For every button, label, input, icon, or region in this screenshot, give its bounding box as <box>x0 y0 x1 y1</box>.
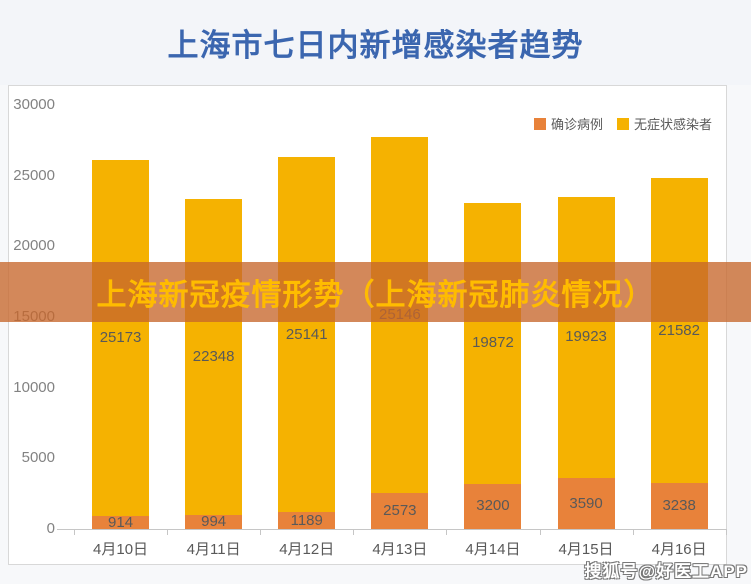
x-axis-label: 4月14日 <box>465 541 521 558</box>
x-axis-tick <box>74 529 75 535</box>
bar-segment-confirmed <box>278 512 336 529</box>
x-axis-label: 4月11日 <box>186 541 241 558</box>
bar-value-label: 3238 <box>662 497 696 515</box>
bar-segment-confirmed <box>92 516 150 529</box>
x-axis-tick <box>725 529 727 535</box>
bar-segment-confirmed <box>650 483 708 529</box>
legend-swatch-icon <box>533 117 546 130</box>
page-title-bar: 上海市七日内新增感染者趋势 <box>0 0 751 85</box>
legend-item: 无症状感染者 <box>616 114 712 133</box>
page-title: 上海市七日内新增感染者趋势 <box>167 28 584 63</box>
bar-value-label: 22348 <box>192 348 235 366</box>
x-axis-label: 4月10日 <box>93 541 149 558</box>
legend-item: 确诊病例 <box>533 114 603 133</box>
bar-segment-asymptomatic <box>92 160 150 517</box>
bar-value-label: 19872 <box>472 334 514 352</box>
overlay-banner-text: 上海新冠疫情形势（上海新冠肺炎情况） <box>96 279 655 312</box>
x-axis-label: 4月16日 <box>651 541 707 558</box>
bar-value-label: 25141 <box>285 325 328 343</box>
y-axis-label: 0 <box>46 520 55 537</box>
watermark-text: 搜狐号@好医工APP <box>584 562 748 581</box>
bar-segment-asymptomatic <box>185 199 243 515</box>
x-axis-tick <box>632 529 634 535</box>
x-axis-label: 4月15日 <box>558 541 614 558</box>
y-axis-label: 30000 <box>13 96 55 113</box>
x-axis-tick <box>446 529 448 535</box>
legend: 确诊病例 无症状感染者 <box>533 114 712 133</box>
bar-value-label: 25173 <box>99 329 142 347</box>
bar-value-label: 2573 <box>383 501 417 519</box>
bar-segment-asymptomatic <box>278 156 336 513</box>
x-axis-tick <box>260 529 262 535</box>
plot-area: 050001000015000200002500030000914251734月… <box>9 86 727 564</box>
overlay-banner: 上海新冠疫情形势（上海新冠肺炎情况） <box>0 262 751 322</box>
bar-segment-asymptomatic <box>650 178 708 484</box>
y-axis-label: 20000 <box>13 237 55 255</box>
bar-segment-confirmed <box>464 483 522 529</box>
bar-segment-asymptomatic <box>464 202 522 484</box>
x-axis-tick <box>353 529 355 535</box>
legend-label: 无症状感染者 <box>633 117 712 132</box>
bar-segment-asymptomatic <box>557 196 615 479</box>
bar-value-label: 3590 <box>569 494 603 512</box>
x-axis-tick <box>539 529 541 535</box>
bar-value-label: 3200 <box>476 497 510 515</box>
bar-segment-confirmed <box>185 514 243 529</box>
bar-segment-confirmed <box>371 492 429 529</box>
x-axis-label: 4月12日 <box>279 541 335 558</box>
bar-value-label: 1189 <box>290 511 323 529</box>
bar-value-label: 19923 <box>565 328 607 346</box>
x-axis-line <box>57 529 726 530</box>
bar-segment-confirmed <box>557 478 615 529</box>
bar-value-label: 914 <box>108 513 134 531</box>
y-axis-label: 25000 <box>13 166 55 184</box>
y-axis-label: 10000 <box>13 378 55 396</box>
x-axis-label: 4月13日 <box>372 541 428 558</box>
bar-value-label: 994 <box>201 512 227 530</box>
bar-value-label: 21582 <box>658 321 700 339</box>
x-axis-tick <box>167 529 169 535</box>
legend-label: 确诊病例 <box>550 117 603 132</box>
legend-swatch-icon <box>616 117 629 130</box>
y-axis-label: 5000 <box>21 449 55 467</box>
